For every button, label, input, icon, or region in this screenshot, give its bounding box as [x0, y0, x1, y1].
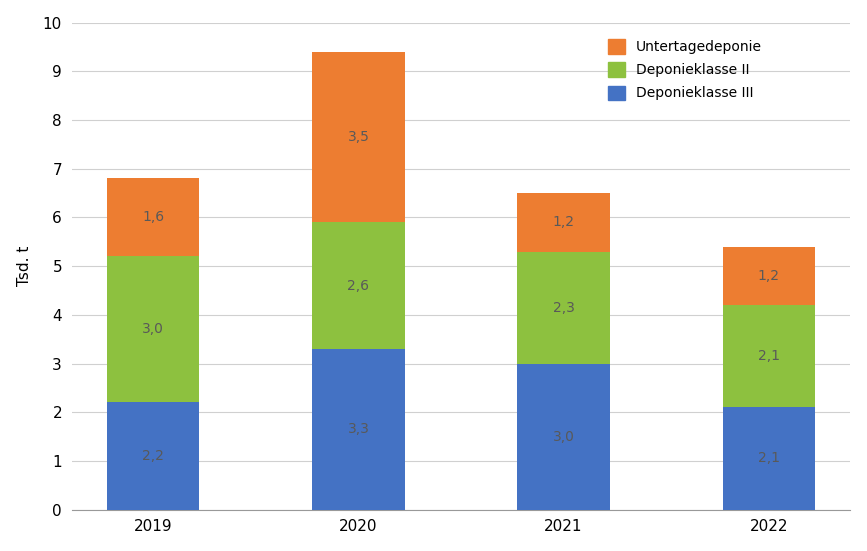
Bar: [722, 305, 815, 407]
Bar: [312, 349, 405, 510]
Text: 3,0: 3,0: [552, 430, 575, 444]
Text: 1,6: 1,6: [142, 210, 165, 224]
Y-axis label: Tsd. t: Tsd. t: [16, 246, 32, 287]
Bar: [518, 251, 610, 364]
Text: 2,2: 2,2: [142, 449, 164, 463]
Text: 2,1: 2,1: [758, 349, 779, 363]
Bar: [108, 179, 199, 256]
Text: 2,1: 2,1: [758, 451, 779, 466]
Bar: [518, 193, 610, 251]
Bar: [108, 256, 199, 402]
Bar: [312, 222, 405, 349]
Legend: Untertagedeponie, Deponieklasse II, Deponieklasse III: Untertagedeponie, Deponieklasse II, Depo…: [608, 39, 762, 100]
Text: 3,0: 3,0: [142, 322, 164, 337]
Bar: [312, 52, 405, 222]
Bar: [722, 407, 815, 510]
Bar: [722, 247, 815, 305]
Text: 1,2: 1,2: [758, 269, 779, 283]
Text: 2,3: 2,3: [552, 300, 575, 315]
Text: 3,3: 3,3: [348, 422, 369, 436]
Bar: [108, 402, 199, 510]
Text: 2,6: 2,6: [348, 279, 369, 293]
Text: 1,2: 1,2: [552, 215, 575, 229]
Bar: [518, 364, 610, 510]
Text: 3,5: 3,5: [348, 130, 369, 144]
